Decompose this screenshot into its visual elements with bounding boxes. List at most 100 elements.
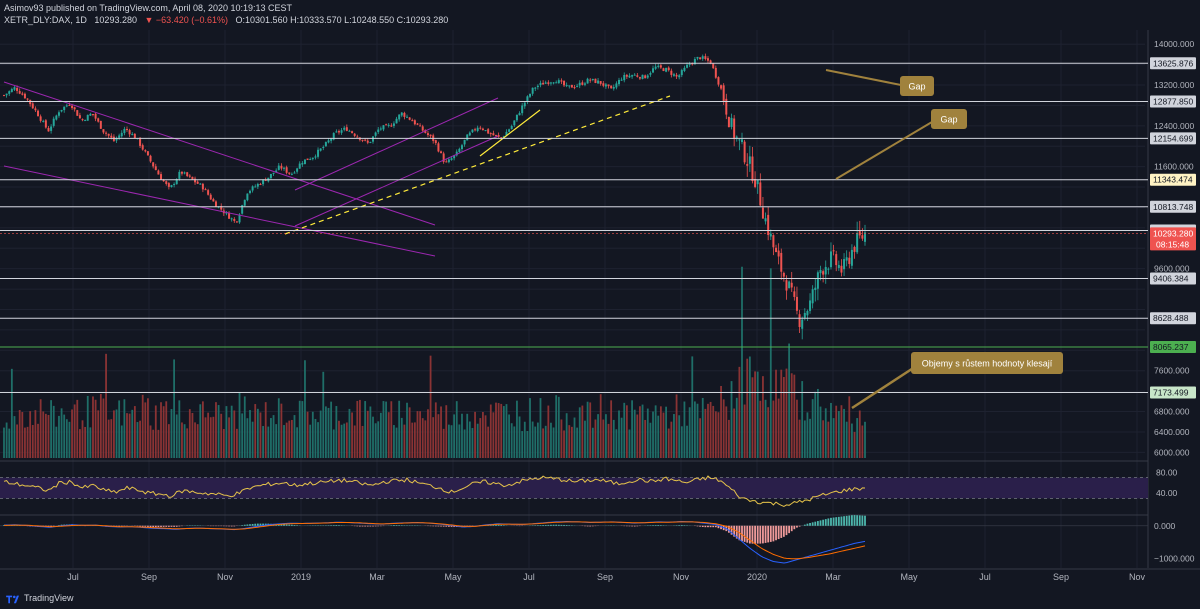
volume-bar: [851, 423, 853, 458]
candle-body: [604, 84, 607, 87]
candle-body: [73, 107, 76, 110]
volume-bar: [531, 421, 534, 458]
candle-body: [86, 114, 89, 121]
candle-body: [238, 214, 241, 223]
macd-histogram-bar: [246, 524, 249, 526]
candle-body: [256, 183, 259, 187]
macd-histogram-bar: [262, 523, 264, 526]
volume-bar: [421, 418, 424, 458]
candle-body: [152, 162, 155, 167]
macd-histogram-bar: [233, 525, 236, 527]
candle-body: [667, 67, 670, 71]
macd-line: [3, 520, 866, 564]
candle-body: [735, 136, 738, 138]
level-price-label: 10813.748: [1153, 202, 1193, 212]
candle-body: [772, 235, 775, 248]
volume-bar: [516, 400, 518, 458]
macd-histogram-bar: [659, 525, 662, 526]
candle-body: [780, 252, 783, 272]
candle-body: [850, 249, 853, 266]
candle-body: [678, 75, 681, 78]
volume-bar: [683, 401, 686, 458]
macd-histogram-bar: [277, 524, 280, 526]
volume-bar: [283, 425, 285, 458]
candle-body: [649, 73, 652, 75]
volume-bar: [372, 416, 374, 458]
candle-body: [372, 136, 374, 142]
macd-histogram-bar: [848, 515, 851, 526]
candle-body: [712, 63, 715, 69]
candle-body: [228, 212, 231, 219]
candle-body: [408, 117, 411, 120]
candle-body: [42, 120, 45, 122]
macd-histogram-bar: [837, 516, 840, 526]
last-price-tag: [1150, 227, 1196, 251]
volume-bar: [529, 398, 531, 458]
volume-bar: [824, 408, 827, 458]
volume-bar: [167, 424, 170, 458]
volume-bar: [335, 406, 338, 458]
volume-bar: [427, 409, 429, 458]
volume-bar: [26, 426, 29, 458]
macd-histogram-bar: [683, 525, 686, 526]
macd-histogram-bar: [720, 525, 722, 530]
time-axis-label: Jul: [979, 572, 991, 582]
volume-bar: [369, 406, 372, 458]
volume-bar: [573, 417, 576, 458]
candle-body: [34, 108, 37, 111]
macd-histogram-bar: [851, 515, 853, 526]
candle-body: [450, 158, 453, 160]
candle-body: [400, 112, 403, 116]
price-axis-label: 7600.000: [1154, 366, 1190, 376]
candle-body: [447, 159, 450, 163]
volume-bar: [534, 426, 537, 458]
volume-bar: [555, 395, 558, 458]
candle-body: [131, 133, 134, 135]
candle-body: [531, 87, 534, 94]
volume-bar: [243, 396, 246, 458]
price-axis-label: 9600.000: [1154, 264, 1190, 274]
volume-bar: [659, 406, 662, 458]
volume-bar: [856, 418, 859, 458]
volume-bar: [568, 425, 571, 458]
macd-histogram-bar: [814, 521, 817, 526]
signal-line: [4, 521, 866, 560]
macd-histogram-bar: [696, 525, 699, 527]
volume-bar: [822, 420, 825, 458]
volume-bar: [652, 411, 654, 458]
volume-bar: [502, 406, 505, 458]
volume-bar: [429, 355, 432, 458]
candle-body: [589, 79, 592, 81]
volume-bar: [644, 419, 647, 458]
macd-histogram-bar: [819, 520, 822, 526]
volume-bar: [133, 406, 136, 458]
candle-body: [466, 134, 469, 141]
candle-body: [607, 84, 610, 87]
volume-bar: [217, 405, 220, 458]
volume-bar: [181, 422, 183, 458]
volume-bar: [835, 405, 838, 458]
candle-body: [337, 131, 340, 133]
candle-body: [379, 128, 382, 130]
volume-bar: [782, 377, 785, 458]
price-chart[interactable]: Jul Sep Nov 2019 Mar May Jul Sep Nov 2020 Mar May Ju…: [0, 30, 1200, 590]
macd-histogram-bar: [628, 525, 631, 527]
candle-body: [686, 64, 689, 68]
macd-histogram-bar: [777, 525, 780, 540]
symbol-label[interactable]: XETR_DLY:DAX, 1D: [4, 15, 87, 25]
volume-bar: [272, 415, 275, 458]
macd-histogram-bar: [243, 524, 246, 526]
price-axis-label: 14000.000: [1154, 39, 1194, 49]
candle-body: [403, 112, 406, 117]
volume-bar: [175, 414, 178, 458]
macd-histogram-bar: [835, 517, 838, 526]
candle-body: [283, 167, 286, 169]
candle-body: [675, 74, 678, 77]
volume-bar: [322, 371, 325, 458]
macd-histogram-bar: [748, 525, 751, 544]
candle-body: [500, 137, 503, 139]
candle-body: [795, 296, 798, 311]
macd-histogram-bar: [290, 524, 293, 526]
volume-bar: [673, 414, 675, 458]
volume-bar: [437, 414, 440, 458]
